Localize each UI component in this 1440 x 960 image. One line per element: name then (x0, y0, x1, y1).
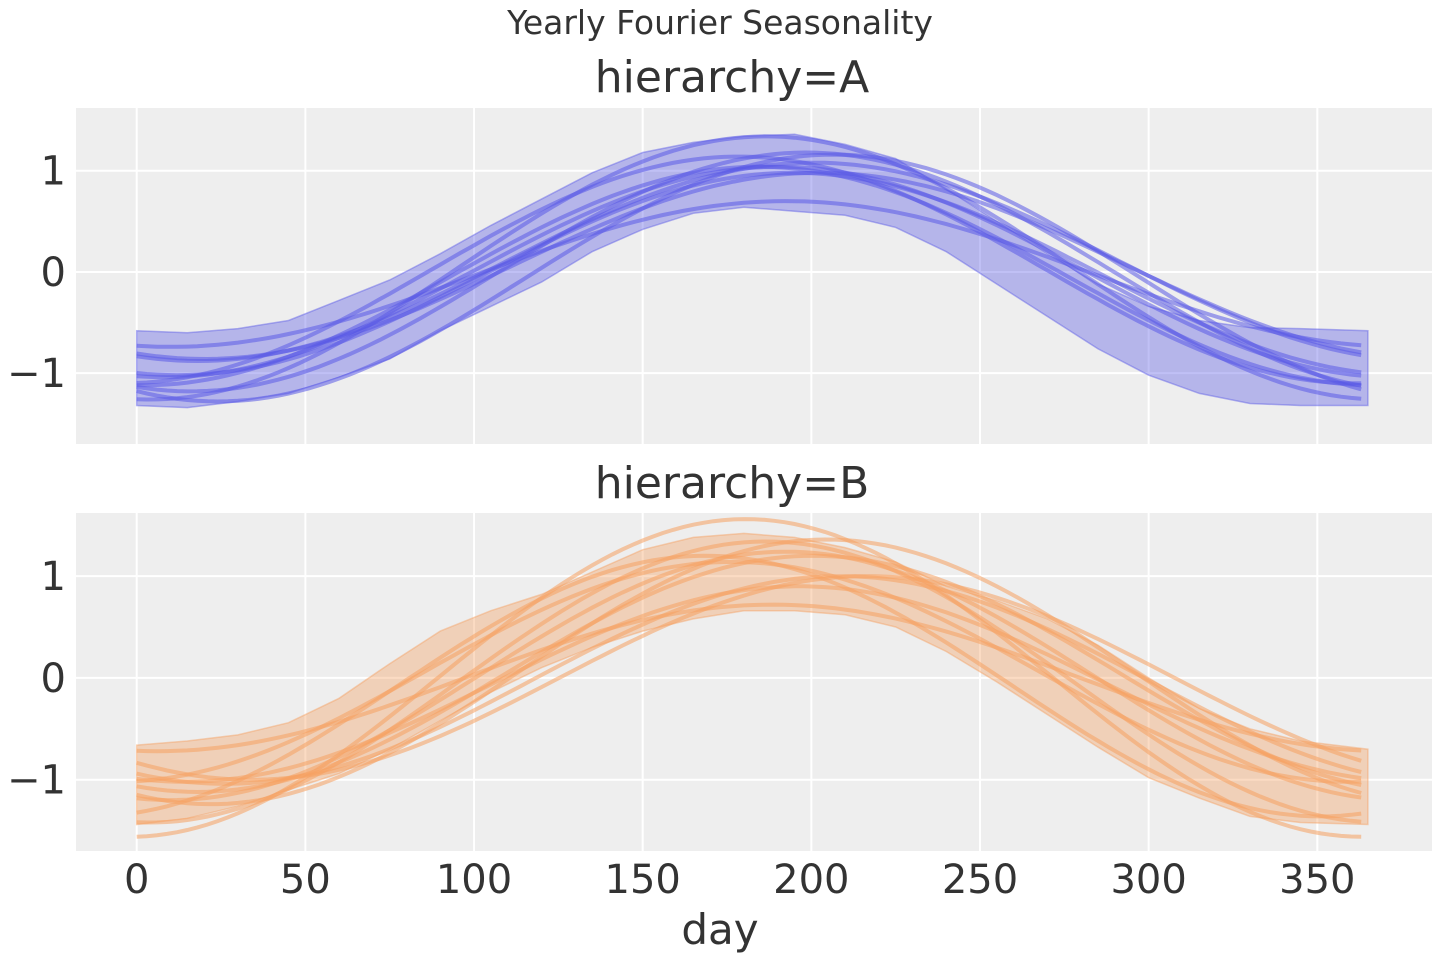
panel-1: hierarchy=B −1 0 1 0 50 100 150 200 250 300 350 day (7, 458, 1432, 954)
sample-curve-7 (136, 152, 1362, 404)
panel-title: hierarchy=A (595, 52, 869, 103)
panels: hierarchy=A −1 0 1 hierarchy=B −1 0 1 0 50 100 150 2… (7, 52, 1432, 954)
y-tick-label: 1 (41, 149, 66, 195)
x-tick-label: 200 (773, 857, 849, 903)
sample-curve-10 (136, 537, 1362, 807)
x-axis-label: day (681, 905, 758, 954)
x-tick-label: 50 (280, 857, 331, 903)
y-tick-label: 1 (41, 554, 66, 600)
y-tick-label: −1 (7, 351, 66, 397)
sample-curve-3 (136, 584, 1362, 784)
y-tick-label: −1 (7, 758, 66, 804)
sample-curve-9 (136, 160, 1362, 364)
x-tick-label: 0 (124, 857, 149, 903)
x-tick-label: 150 (605, 857, 681, 903)
panel-title: hierarchy=B (595, 458, 870, 509)
sample-curve-2 (136, 549, 1362, 803)
panel-0: hierarchy=A −1 0 1 (7, 52, 1432, 444)
x-tick-label: 300 (1110, 857, 1186, 903)
x-tick-label: 100 (436, 857, 512, 903)
y-tick-label: 0 (41, 656, 66, 702)
x-tick-label: 250 (942, 857, 1018, 903)
y-tick-label: 0 (41, 250, 66, 296)
x-tick-label: 350 (1279, 857, 1355, 903)
figure-suptitle: Yearly Fourier Seasonality (506, 3, 933, 42)
sample-curve-5 (136, 602, 1362, 754)
sample-curve-8 (136, 553, 1362, 795)
sample-curve-9 (136, 574, 1362, 782)
sample-curve-8 (136, 154, 1362, 386)
sample-curve-3 (136, 134, 1362, 402)
